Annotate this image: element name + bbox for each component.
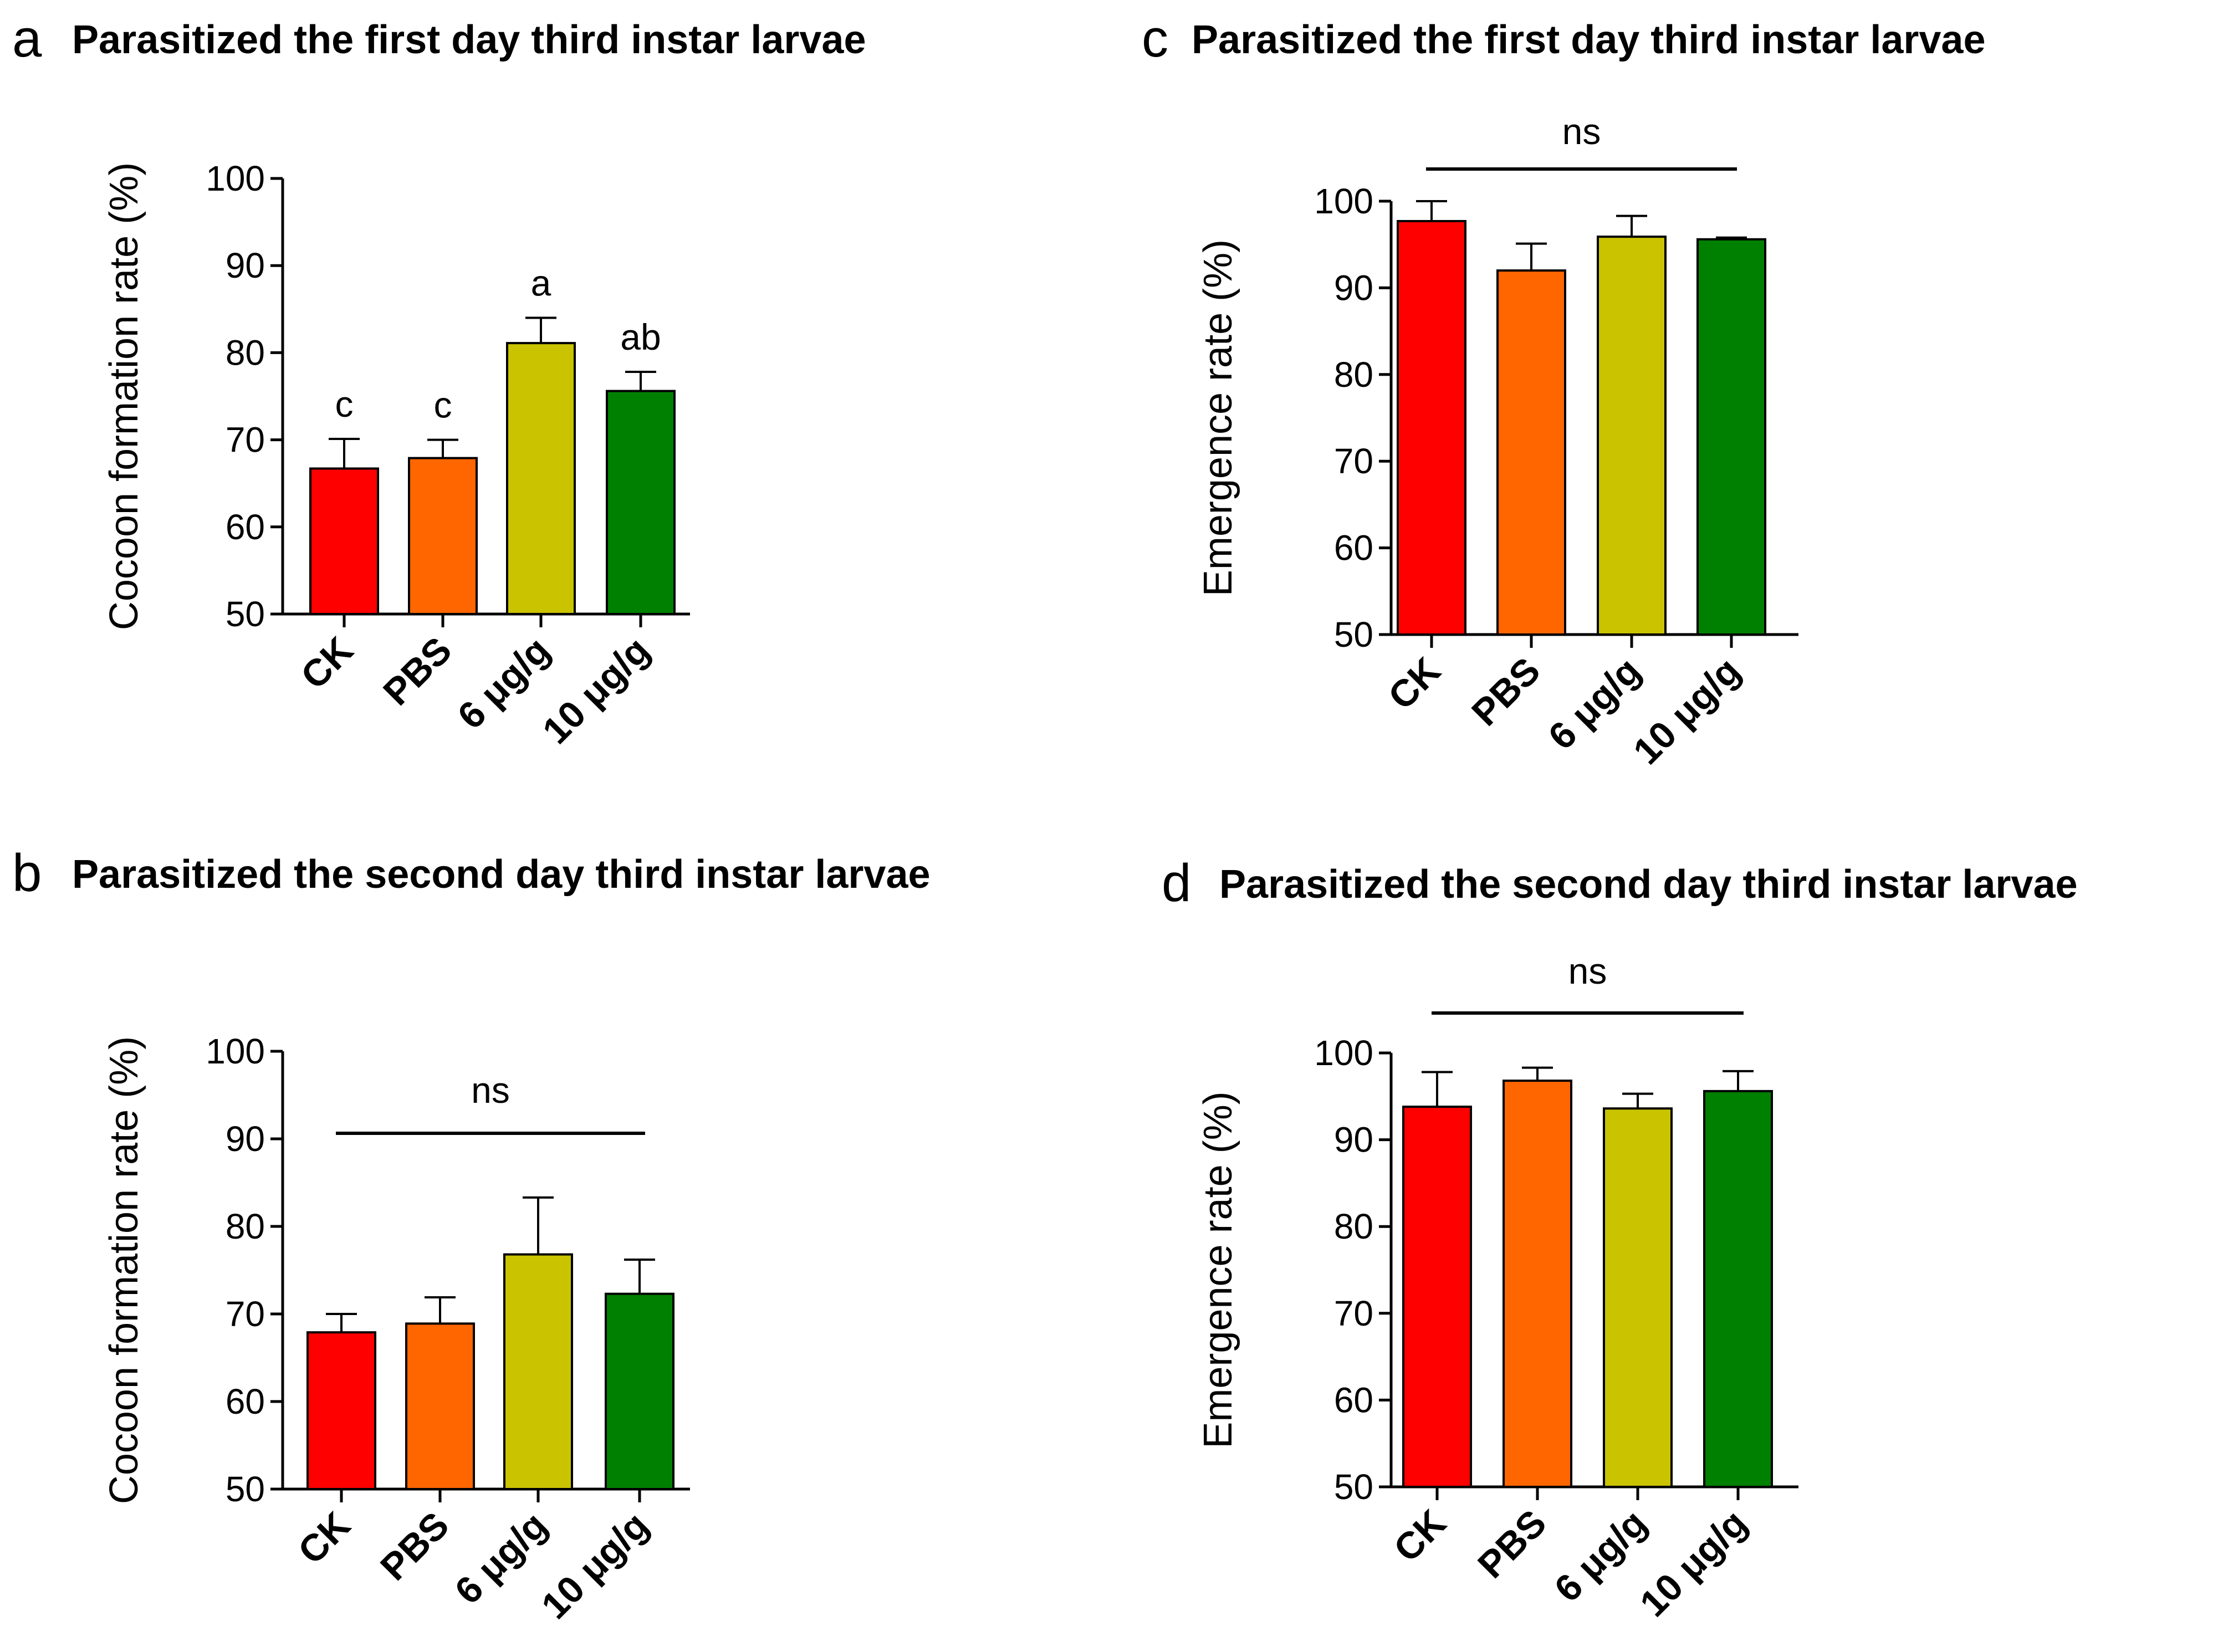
- panel-b-title: Parasitized the second day third instar …: [72, 852, 931, 897]
- y-tick-label: 80: [226, 333, 265, 372]
- y-axis-label: Cocoon formation rate (%): [102, 1036, 146, 1504]
- ns-label: ns: [1562, 111, 1601, 152]
- bar-2: [503, 1253, 573, 1491]
- y-tick-label: 80: [226, 1206, 265, 1246]
- bar-0: [309, 467, 379, 615]
- panel-a-title: Parasitized the first day third instar l…: [72, 18, 866, 62]
- significance-letter: a: [531, 263, 551, 304]
- bar-1: [1503, 1080, 1572, 1489]
- bar-0: [1397, 219, 1466, 636]
- x-tick-label: CK: [1386, 1502, 1454, 1570]
- ns-label: ns: [471, 1070, 510, 1111]
- y-tick-label: 80: [1334, 355, 1373, 395]
- panel-d-letter: d: [1162, 853, 1191, 913]
- significance-letter: ab: [620, 316, 661, 357]
- bar-1: [408, 457, 478, 615]
- x-tick-label: PBS: [372, 1504, 457, 1589]
- bar-3: [1703, 1090, 1773, 1489]
- bar-0: [306, 1331, 376, 1490]
- y-tick-label: 90: [1334, 268, 1373, 308]
- y-axis-label: Emergence rate (%): [1196, 1091, 1240, 1448]
- bar-0: [1402, 1106, 1472, 1489]
- x-tick-label: 10 μg/g: [534, 629, 657, 752]
- x-tick-label: PBS: [1464, 649, 1549, 734]
- x-tick-label: PBS: [375, 629, 460, 714]
- bar-2: [506, 342, 576, 615]
- y-tick-label: 100: [206, 1031, 265, 1071]
- y-tick-label: 70: [1334, 1293, 1373, 1333]
- panel-a: a Parasitized the first day third instar…: [12, 9, 866, 68]
- panel-d: d Parasitized the second day third insta…: [1162, 853, 2078, 913]
- y-tick-label: 50: [226, 594, 265, 634]
- y-tick-label: 80: [1334, 1206, 1373, 1246]
- significance-letter: c: [434, 385, 452, 426]
- y-tick-label: 100: [206, 158, 265, 198]
- y-tick-label: 60: [1334, 1380, 1373, 1420]
- panel-c: c Parasitized the first day third instar…: [1142, 9, 1986, 68]
- significance-letter: c: [335, 383, 354, 424]
- panel-c-letter: c: [1142, 9, 1168, 68]
- y-axis-label: Cocoon formation rate (%): [102, 162, 146, 630]
- bar-3: [606, 390, 676, 615]
- x-tick-label: 10 μg/g: [1625, 649, 1748, 773]
- y-tick-label: 60: [226, 1382, 265, 1421]
- chart-a: 50 60 70 80 90 100 Cocoon formation rate (%) CK…: [102, 158, 690, 752]
- x-tick-label: 10 μg/g: [533, 1504, 656, 1627]
- bar-3: [605, 1292, 674, 1490]
- bar-3: [1696, 238, 1766, 636]
- panel-a-letter: a: [12, 9, 42, 68]
- panel-b: b Parasitized the second day third insta…: [12, 843, 931, 903]
- y-tick-label: 50: [1334, 615, 1373, 654]
- bar-2: [1603, 1107, 1673, 1488]
- bar-1: [1496, 269, 1566, 636]
- y-tick-label: 70: [1334, 441, 1373, 481]
- y-tick-label: 100: [1314, 1033, 1373, 1073]
- panel-d-title: Parasitized the second day third instar …: [1219, 862, 2078, 907]
- bar-1: [405, 1322, 475, 1490]
- y-tick-label: 90: [226, 246, 265, 285]
- y-tick-label: 60: [226, 507, 265, 547]
- chart-b: 50 60 70 80 90 100 Cocoon formation rate (%) CK…: [102, 1031, 690, 1627]
- y-tick-label: 50: [226, 1469, 265, 1509]
- panel-b-letter: b: [12, 843, 42, 903]
- x-tick-label: CK: [290, 1504, 358, 1572]
- panel-c-title: Parasitized the first day third instar l…: [1192, 18, 1986, 62]
- y-tick-label: 70: [226, 420, 265, 460]
- y-axis-label: Emergence rate (%): [1196, 239, 1240, 596]
- y-tick-label: 60: [1334, 528, 1373, 568]
- x-tick-label: CK: [1380, 649, 1448, 718]
- x-tick-label: CK: [293, 629, 361, 697]
- y-tick-label: 90: [1334, 1120, 1373, 1160]
- y-tick-label: 100: [1314, 181, 1373, 221]
- bar-2: [1597, 236, 1667, 636]
- y-tick-label: 90: [226, 1119, 265, 1159]
- y-tick-label: 50: [1334, 1467, 1373, 1507]
- x-tick-label: PBS: [1470, 1502, 1555, 1587]
- y-tick-label: 70: [226, 1294, 265, 1334]
- ns-label: ns: [1568, 950, 1607, 991]
- x-tick-label: 10 μg/g: [1632, 1502, 1755, 1625]
